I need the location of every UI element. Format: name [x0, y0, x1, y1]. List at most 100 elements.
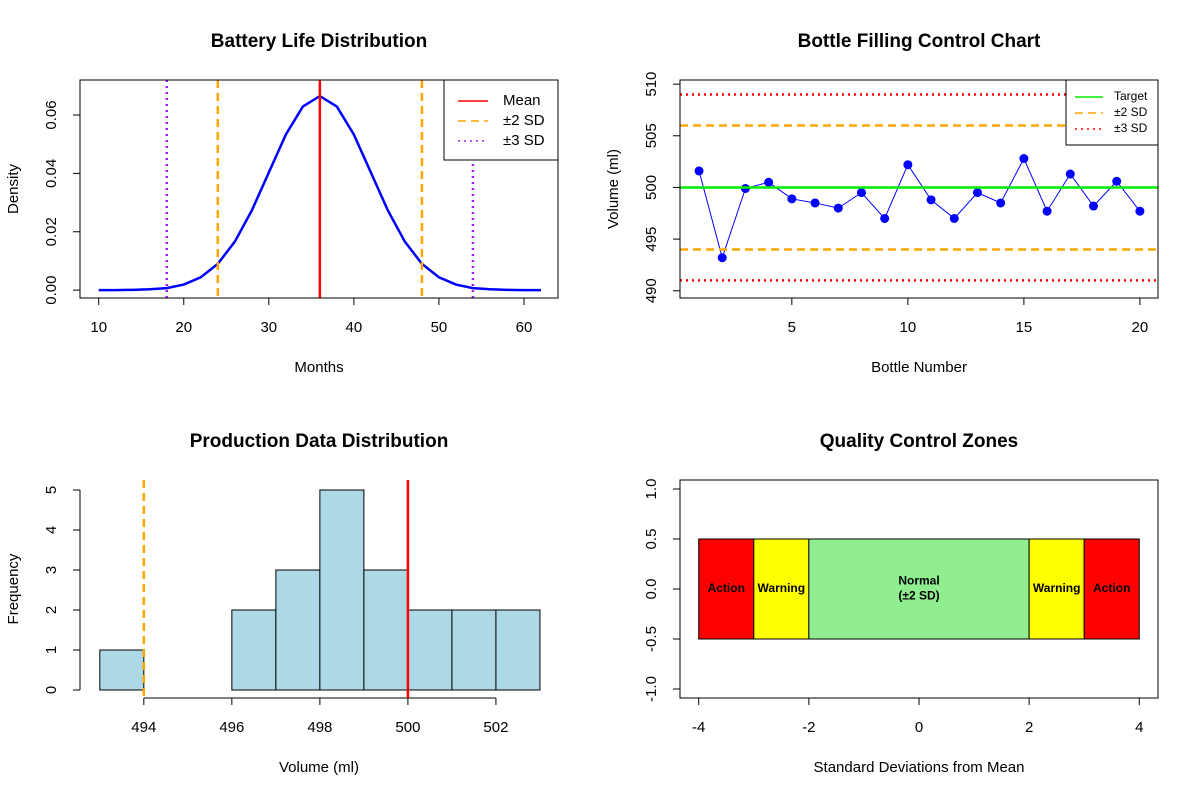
y-tick-label: 1 — [43, 646, 60, 654]
legend-box — [443, 79, 559, 161]
plot-box — [679, 79, 1159, 299]
x-tick-label: 496 — [219, 719, 244, 736]
y-tick-label: 0.00 — [43, 276, 60, 305]
chart-title: Battery Life Distribution — [211, 31, 427, 52]
y-tick-label: 0 — [43, 686, 60, 694]
panel: Production Data Distribution Volume (ml) F… — [5, 431, 541, 776]
histogram-bar — [495, 609, 541, 691]
panel: Quality Control Zones Standard Deviations… — [643, 431, 1159, 776]
y-tick-label: -0.5 — [643, 626, 660, 652]
zone-label: Normal — [898, 574, 939, 588]
x-tick-label: 15 — [1016, 319, 1033, 336]
plot-box — [79, 79, 559, 299]
plot-box — [679, 479, 1159, 699]
data-point — [949, 213, 959, 223]
histogram-bar — [231, 609, 277, 691]
y-tick-label: 495 — [643, 227, 660, 252]
y-tick-label: 0.06 — [43, 100, 60, 129]
x-tick-label: 494 — [131, 719, 156, 736]
y-tick-label: 1.0 — [643, 479, 660, 500]
panel: Battery Life Distribution Months Density 10… — [5, 31, 559, 376]
zone-label: Action — [708, 581, 745, 595]
y-tick-label: 0.02 — [43, 217, 60, 246]
x-tick-label: 0 — [915, 719, 923, 736]
data-point — [996, 198, 1006, 208]
zone-label: Warning — [1033, 581, 1081, 595]
data-point — [972, 188, 982, 198]
y-tick-label: -1.0 — [643, 676, 660, 702]
x-tick-label: 30 — [260, 319, 277, 336]
x-tick-label: 500 — [395, 719, 420, 736]
data-point — [926, 195, 936, 205]
x-axis-label: Standard Deviations from Mean — [814, 759, 1025, 776]
histogram-bar — [99, 649, 145, 691]
x-tick-label: 2 — [1025, 719, 1033, 736]
data-point — [717, 253, 727, 263]
x-tick-label: 5 — [788, 319, 796, 336]
x-tick-label: -4 — [692, 719, 705, 736]
histogram-bar — [451, 609, 497, 691]
legend-label: Mean — [503, 92, 541, 109]
data-point — [1135, 206, 1145, 216]
chart-title: Bottle Filling Control Chart — [798, 31, 1041, 52]
y-tick-label: 0.5 — [643, 529, 660, 550]
data-point — [1042, 206, 1052, 216]
x-tick-label: -2 — [802, 719, 815, 736]
legend-label: ±3 SD — [1114, 121, 1148, 135]
data-point — [903, 160, 913, 170]
data-point — [833, 203, 843, 213]
x-tick-label: 20 — [175, 319, 192, 336]
legend-label: ±2 SD — [503, 112, 545, 129]
legend: Target ±2 SD ±3 SD — [1065, 79, 1159, 146]
y-tick-label: 5 — [43, 486, 60, 494]
y-tick-label: 0.04 — [43, 159, 60, 188]
x-tick-label: 20 — [1132, 319, 1149, 336]
x-axis-label: Months — [294, 359, 343, 376]
legend: Mean ±2 SD ±3 SD — [443, 79, 559, 161]
data-point — [1112, 176, 1122, 186]
zone — [1083, 538, 1140, 640]
data-point — [1019, 154, 1029, 164]
y-tick-label: 4 — [43, 526, 60, 534]
zone — [753, 538, 810, 640]
data-point — [694, 166, 704, 176]
data-point — [856, 188, 866, 198]
chart-title: Quality Control Zones — [820, 431, 1018, 452]
y-tick-label: 490 — [643, 278, 660, 303]
x-tick-label: 50 — [431, 319, 448, 336]
x-tick-label: 10 — [900, 319, 917, 336]
legend-label: ±2 SD — [1114, 105, 1148, 119]
x-tick-label: 502 — [483, 719, 508, 736]
zone-label: (±2 SD) — [898, 589, 939, 603]
chart-title: Production Data Distribution — [190, 431, 449, 452]
data-point — [764, 177, 774, 187]
data-point — [1088, 201, 1098, 211]
y-tick-label: 0.0 — [643, 579, 660, 600]
x-axis-label: Volume (ml) — [279, 759, 359, 776]
y-axis-label: Frequency — [5, 553, 22, 624]
x-tick-label: 10 — [90, 319, 107, 336]
legend-label: Target — [1114, 89, 1148, 103]
x-tick-label: 498 — [307, 719, 332, 736]
zone — [808, 538, 1030, 640]
x-tick-label: 4 — [1135, 719, 1143, 736]
data-point — [787, 194, 797, 204]
panel: Bottle Filling Control Chart Bottle Numbe… — [605, 31, 1159, 376]
y-tick-label: 500 — [643, 175, 660, 200]
legend-label: ±3 SD — [503, 132, 545, 149]
data-point — [1065, 169, 1075, 179]
data-line — [698, 157, 1141, 260]
x-axis-label: Bottle Number — [871, 359, 967, 376]
histogram-bar — [407, 609, 453, 691]
zone — [698, 538, 755, 640]
y-axis-label: Volume (ml) — [605, 149, 622, 229]
x-tick-label: 40 — [346, 319, 363, 336]
y-axis-label: Density — [5, 163, 22, 214]
histogram-bar — [363, 569, 409, 691]
y-tick-label: 3 — [43, 566, 60, 574]
data-point — [880, 213, 890, 223]
x-tick-label: 60 — [516, 319, 533, 336]
zone — [1028, 538, 1085, 640]
zone-label: Warning — [758, 581, 806, 595]
